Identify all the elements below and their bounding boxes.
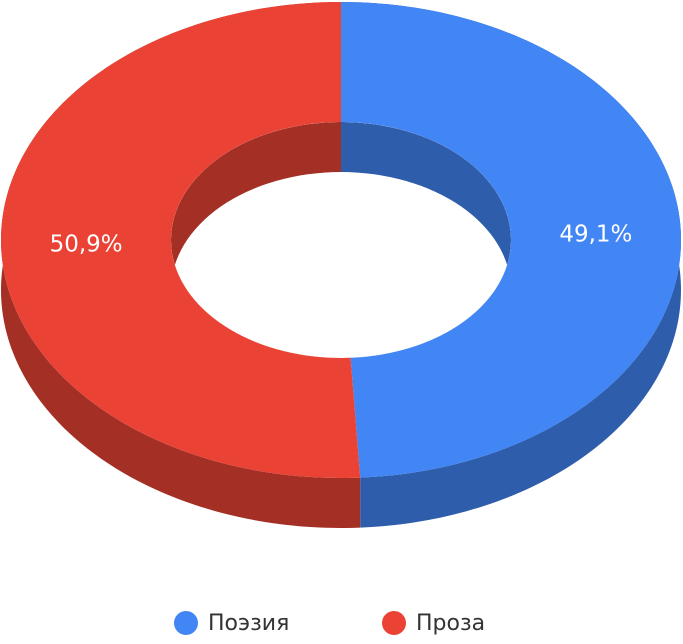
labels: 49,1% 50,9%	[50, 221, 633, 257]
slice	[341, 2, 681, 478]
legend: Поэзия Проза	[174, 611, 485, 636]
slice	[1, 2, 361, 478]
legend-label: Проза	[416, 611, 485, 636]
legend-label: Поэзия	[208, 611, 289, 636]
legend-marker	[382, 611, 406, 635]
slices	[1, 2, 681, 478]
value-label: 49,1%	[559, 221, 632, 247]
legend-marker	[174, 611, 198, 635]
value-label: 50,9%	[50, 232, 123, 258]
